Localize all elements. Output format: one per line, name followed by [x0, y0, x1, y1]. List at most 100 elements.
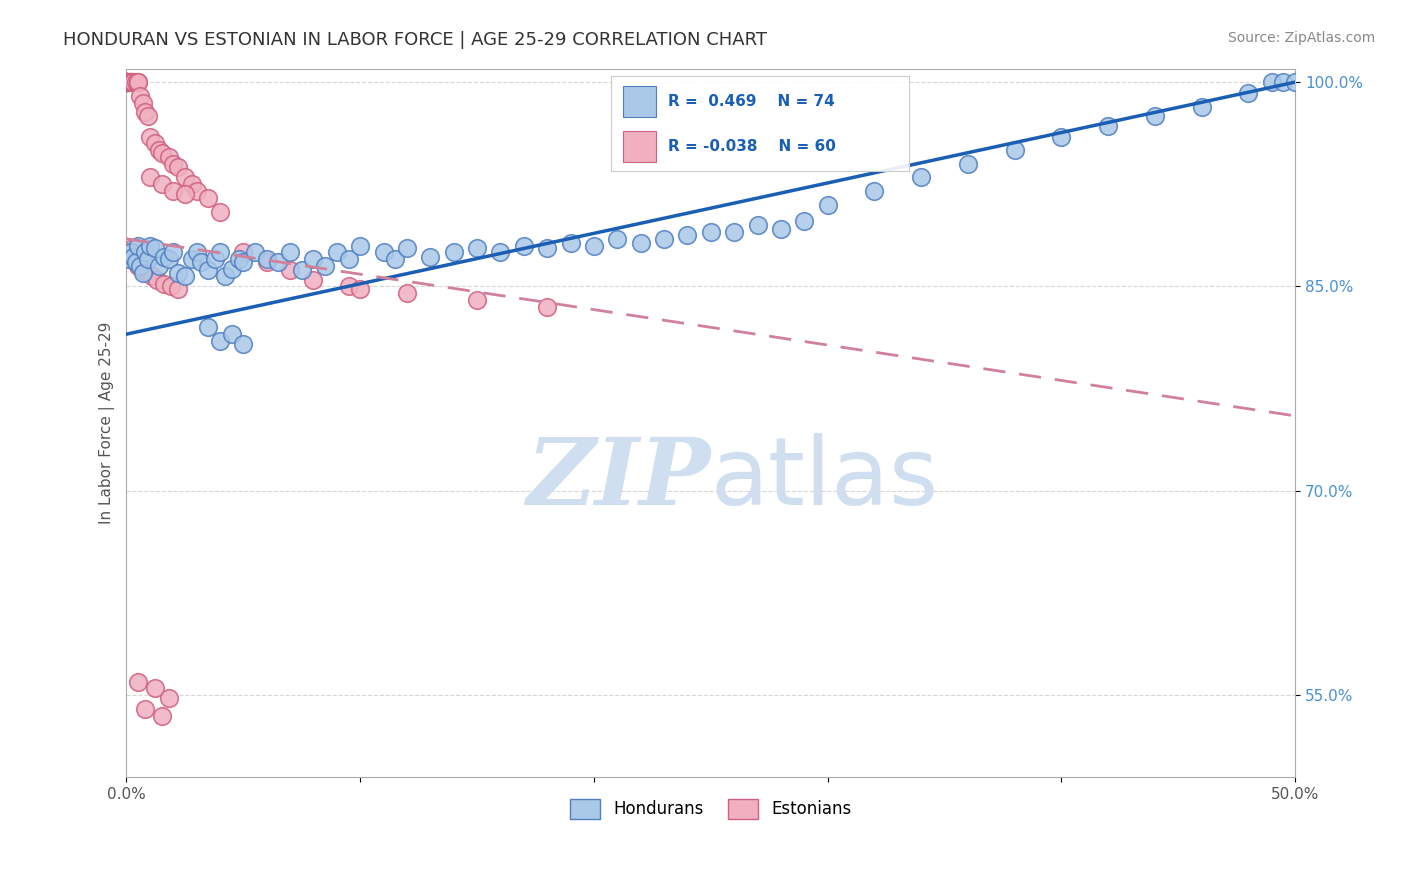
Point — [700, 225, 723, 239]
Point — [232, 245, 254, 260]
Point — [197, 263, 219, 277]
Point — [208, 204, 231, 219]
Point — [122, 241, 145, 255]
Point — [157, 150, 180, 164]
Point — [489, 245, 512, 260]
Point — [115, 75, 138, 89]
Point — [122, 75, 145, 89]
Point — [134, 245, 156, 260]
Point — [769, 222, 792, 236]
Point — [150, 708, 173, 723]
Point — [148, 143, 170, 157]
Point — [221, 261, 243, 276]
Point — [118, 252, 141, 267]
Point — [630, 235, 652, 250]
Text: Source: ZipAtlas.com: Source: ZipAtlas.com — [1227, 31, 1375, 45]
Point — [136, 109, 159, 123]
Point — [129, 259, 152, 273]
Point — [747, 218, 769, 232]
Point — [132, 95, 155, 110]
Point — [115, 75, 138, 89]
Point — [956, 157, 979, 171]
Point — [1261, 75, 1284, 89]
Point — [186, 184, 208, 198]
Point — [115, 75, 138, 89]
Point — [536, 241, 558, 255]
Point — [676, 227, 699, 242]
Point — [560, 235, 582, 250]
Point — [132, 266, 155, 280]
Point — [214, 268, 236, 283]
Point — [536, 300, 558, 314]
Point — [120, 75, 142, 89]
Text: HONDURAN VS ESTONIAN IN LABOR FORCE | AGE 25-29 CORRELATION CHART: HONDURAN VS ESTONIAN IN LABOR FORCE | AG… — [63, 31, 768, 49]
Text: ZIP: ZIP — [527, 434, 711, 524]
Point — [174, 268, 197, 283]
Point — [910, 170, 932, 185]
Point — [208, 245, 231, 260]
Point — [115, 75, 138, 89]
Point — [197, 320, 219, 334]
Point — [228, 252, 250, 267]
Point — [349, 238, 371, 252]
Point — [349, 282, 371, 296]
Point — [134, 105, 156, 120]
Point — [148, 259, 170, 273]
Point — [160, 279, 183, 293]
Point — [326, 245, 349, 260]
Point — [129, 88, 152, 103]
Point — [127, 674, 149, 689]
Y-axis label: In Labor Force | Age 25-29: In Labor Force | Age 25-29 — [100, 321, 115, 524]
Point — [337, 279, 360, 293]
Point — [465, 293, 488, 307]
Point — [1272, 75, 1295, 89]
Point — [115, 75, 138, 89]
Point — [208, 334, 231, 348]
Point — [120, 245, 142, 260]
Point — [122, 75, 145, 89]
Point — [127, 259, 149, 273]
Point — [180, 178, 202, 192]
Point — [162, 245, 184, 260]
Point — [443, 245, 465, 260]
Point — [127, 75, 149, 89]
Point — [143, 136, 166, 151]
Point — [150, 178, 173, 192]
Point — [1191, 100, 1213, 114]
Point — [1284, 75, 1306, 89]
Point — [723, 225, 745, 239]
Point — [197, 191, 219, 205]
Point — [1004, 143, 1026, 157]
Point — [157, 252, 180, 267]
Point — [186, 245, 208, 260]
Point — [136, 266, 159, 280]
Point — [167, 266, 190, 280]
Point — [132, 263, 155, 277]
Point — [115, 75, 138, 89]
Point — [127, 238, 149, 252]
Point — [278, 245, 301, 260]
Point — [1097, 119, 1119, 133]
Point — [419, 250, 441, 264]
Point — [180, 252, 202, 267]
Point — [395, 241, 418, 255]
Point — [139, 238, 162, 252]
Point — [314, 259, 336, 273]
Point — [291, 263, 314, 277]
Point — [606, 232, 628, 246]
Point — [153, 277, 176, 291]
Point — [174, 186, 197, 201]
Point — [143, 681, 166, 696]
Point — [373, 245, 395, 260]
Point — [652, 232, 675, 246]
Point — [153, 250, 176, 264]
Point — [127, 75, 149, 89]
Point — [120, 245, 142, 260]
Point — [143, 241, 166, 255]
Point — [267, 255, 290, 269]
Point — [115, 75, 138, 89]
Point — [162, 157, 184, 171]
Point — [167, 160, 190, 174]
Point — [118, 75, 141, 89]
Point — [141, 268, 163, 283]
